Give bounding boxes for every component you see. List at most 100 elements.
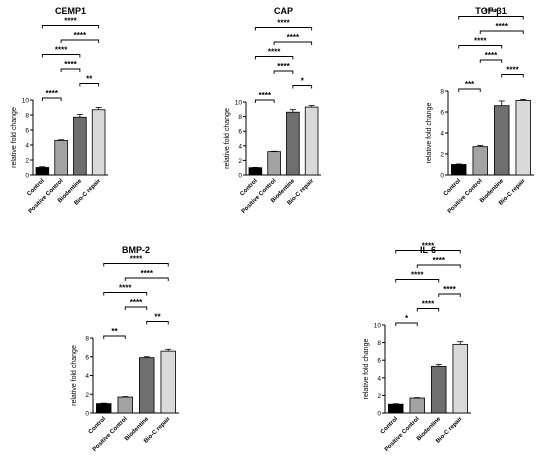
- y-tick-label: 4: [85, 373, 89, 380]
- y-tick-label: 8: [377, 340, 381, 347]
- bar-0: [388, 403, 404, 414]
- significance-label: *: [405, 314, 409, 323]
- significance-label: ****: [141, 269, 154, 278]
- significance-bracket: [103, 263, 169, 267]
- bar-0: [96, 403, 112, 414]
- y-tick-label: 10: [374, 323, 382, 330]
- significance-bracket: [146, 321, 169, 325]
- y-tick-label: 8: [440, 89, 444, 96]
- significance-bracket: [458, 16, 524, 20]
- y-axis-label: relative fold change: [11, 107, 18, 168]
- chart-title: IL-6: [420, 245, 436, 255]
- significance-bracket: [103, 335, 126, 339]
- y-tick-label: 6: [377, 358, 381, 365]
- significance-label: **: [86, 75, 93, 84]
- significance-label: ****: [485, 51, 498, 60]
- bar-0: [451, 164, 467, 176]
- significance-label: *: [301, 77, 305, 86]
- y-tick-label: 0: [238, 173, 242, 180]
- significance-label: ****: [55, 46, 68, 55]
- significance-bracket: [458, 88, 481, 92]
- category-label: Control: [380, 416, 400, 436]
- bar-2: [286, 111, 300, 176]
- category-label: Positive Control: [28, 178, 65, 215]
- bar-3: [160, 350, 176, 414]
- significance-label: ****: [130, 298, 143, 307]
- y-tick-label: 2: [377, 393, 381, 400]
- y-tick-label: 10: [22, 98, 30, 105]
- chart-title: TGF-β1: [475, 6, 507, 16]
- bar-0: [248, 167, 263, 176]
- significance-bracket: [79, 83, 100, 87]
- y-tick-label: 10: [235, 100, 243, 107]
- significance-label: ****: [422, 300, 435, 309]
- significance-label: ****: [433, 256, 446, 265]
- bar-3: [452, 343, 468, 414]
- bar-2: [73, 116, 87, 176]
- y-tick-label: 4: [25, 143, 29, 150]
- significance-bracket: [41, 25, 100, 29]
- category-label: Control: [443, 178, 463, 198]
- significance-bracket: [501, 74, 524, 78]
- significance-bracket: [60, 39, 100, 43]
- significance-bracket: [124, 277, 169, 281]
- significance-label: ****: [422, 242, 435, 251]
- bar-1: [267, 151, 281, 176]
- significance-label: ****: [130, 255, 143, 264]
- significance-bracket: [416, 308, 440, 312]
- significance-label: ****: [277, 62, 290, 71]
- significance-bracket: [395, 279, 440, 283]
- bar-3: [515, 100, 531, 176]
- significance-bracket: [254, 27, 313, 31]
- significance-bracket: [254, 56, 294, 60]
- significance-label: ****: [506, 66, 519, 75]
- chart-title: CAP: [274, 6, 293, 16]
- bar-2: [431, 365, 447, 414]
- bar-2: [139, 357, 155, 414]
- bar-3: [304, 106, 319, 176]
- significance-bracket: [254, 99, 275, 103]
- category-label: Positive Control: [241, 178, 278, 215]
- category-label: Control: [88, 416, 108, 436]
- y-tick-label: 0: [25, 173, 29, 180]
- significance-label: ****: [485, 8, 498, 17]
- bar-1: [117, 396, 133, 414]
- y-tick-label: 6: [238, 129, 242, 136]
- y-tick-label: 4: [440, 131, 444, 138]
- bar-1: [409, 397, 425, 414]
- y-tick-label: 0: [440, 173, 444, 180]
- significance-label: **: [154, 313, 161, 322]
- bar-0: [35, 167, 50, 176]
- y-tick-label: 2: [25, 158, 29, 165]
- significance-bracket: [479, 30, 524, 34]
- significance-label: ****: [496, 22, 509, 31]
- bar-2: [494, 105, 510, 176]
- significance-bracket: [273, 70, 294, 74]
- y-tick-label: 6: [440, 110, 444, 117]
- significance-bracket: [124, 306, 148, 310]
- significance-bracket: [273, 41, 313, 45]
- bar-1: [472, 146, 488, 176]
- significance-bracket: [292, 85, 313, 89]
- y-tick-label: 8: [25, 113, 29, 120]
- y-tick-label: 4: [238, 143, 242, 150]
- significance-label: ****: [268, 48, 281, 57]
- significance-bracket: [103, 292, 148, 296]
- significance-bracket: [60, 68, 81, 72]
- significance-label: ****: [474, 37, 487, 46]
- chart-title: BMP-2: [122, 245, 150, 255]
- y-tick-label: 0: [85, 411, 89, 418]
- y-tick-label: 4: [377, 375, 381, 382]
- significance-label: **: [111, 327, 118, 336]
- y-tick-label: 2: [238, 158, 242, 165]
- y-tick-label: 8: [238, 114, 242, 121]
- significance-bracket: [438, 293, 461, 297]
- y-tick-label: 2: [85, 392, 89, 399]
- significance-label: ****: [443, 285, 456, 294]
- y-tick-label: 2: [440, 152, 444, 159]
